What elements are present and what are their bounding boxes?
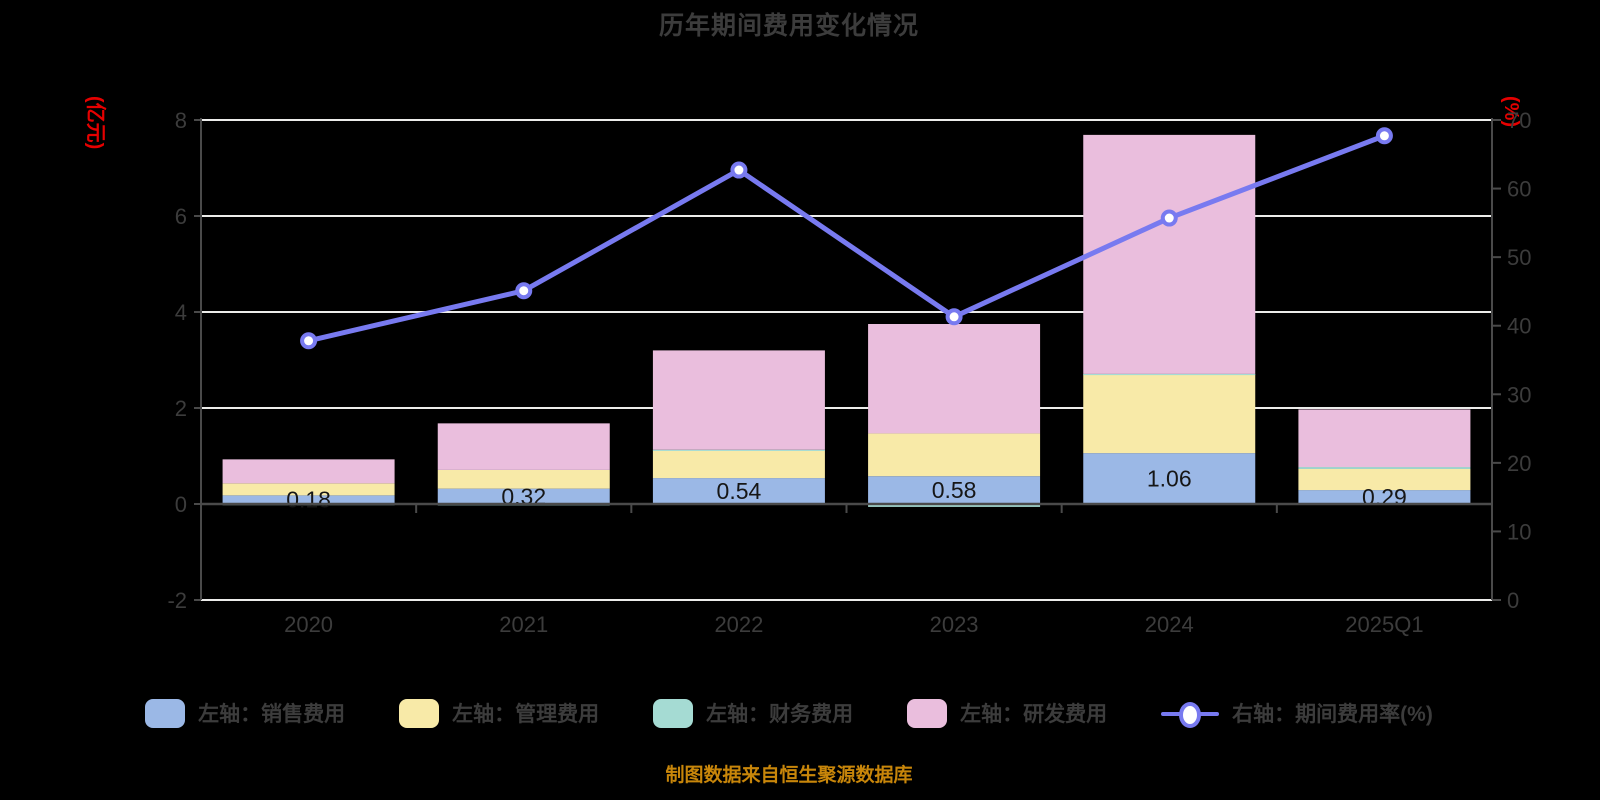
rate-line-marker	[945, 308, 963, 326]
legend-swatch	[653, 698, 694, 728]
bar-segment-2	[1083, 373, 1256, 376]
bar-segment-1	[868, 433, 1041, 477]
bar-segment-0	[1083, 453, 1256, 504]
bar-value-label: 0.54	[717, 478, 762, 504]
rate-line-marker	[300, 332, 318, 350]
bar-segment-1	[1298, 468, 1471, 491]
legend-item-1[interactable]: 左轴：管理费用	[399, 698, 599, 728]
plot-area: 0.18 0.32 0.54 0.58 1.060.2986420-2706050403…	[167, 108, 1531, 637]
legend-label: 右轴：期间费用率(%)	[1232, 703, 1433, 726]
bar-segment-1	[652, 450, 825, 479]
rate-line	[308, 133, 1386, 344]
bar-segment-0	[222, 495, 395, 504]
bar-segment-2	[1298, 467, 1471, 469]
legend-item-3[interactable]: 左轴：研发费用	[907, 698, 1107, 728]
legend-swatch	[145, 698, 186, 728]
bar-segment-3	[1298, 409, 1471, 468]
bar-segment-3	[222, 459, 395, 484]
left-axis-tick-label: 8	[175, 108, 187, 133]
bar-segment-3	[652, 350, 825, 450]
x-axis-category-label: 2025Q1	[1345, 612, 1423, 637]
legend-label: 左轴：研发费用	[960, 703, 1108, 726]
right-axis-tick-label: 20	[1507, 451, 1531, 476]
bar-segment-1	[1083, 374, 1256, 454]
x-axis-category-label: 2022	[714, 612, 763, 637]
left-axis-tick-label: 0	[175, 492, 187, 517]
legend: 左轴：销售费用 左轴：管理费用 左轴：财务费用 左轴：研发费用 右轴：期间费用率(%)	[0, 698, 1578, 728]
x-axis-category-label: 2023	[930, 612, 979, 637]
legend-item-2[interactable]: 左轴：财务费用	[653, 698, 853, 728]
chart-title: 历年期间费用变化情况	[658, 12, 919, 40]
bar-segment-0	[437, 488, 610, 504]
right-axis-tick-label: 50	[1507, 245, 1531, 270]
bar-value-label: 1.06	[1147, 466, 1192, 492]
bar-segment-0	[1298, 490, 1471, 504]
x-axis-category-label: 2024	[1145, 612, 1194, 637]
bar-segment-1	[222, 483, 395, 496]
bar-segment-0	[652, 478, 825, 504]
bar-value-label: 0.32	[501, 483, 546, 509]
left-axis-tick-label: -2	[167, 588, 187, 613]
rate-line-marker	[1160, 209, 1178, 227]
right-axis-tick-label: 60	[1507, 177, 1531, 202]
rate-line-marker	[515, 282, 533, 300]
legend-label: 左轴：销售费用	[198, 703, 346, 726]
right-axis-tick-label: 40	[1507, 314, 1531, 339]
left-axis-tick-label: 6	[175, 204, 187, 229]
bar-segment-2	[652, 449, 825, 451]
legend-label: 左轴：财务费用	[706, 703, 854, 726]
bar-segment-3	[437, 423, 610, 470]
bar-segment-2	[868, 504, 1041, 507]
left-axis-tick-label: 4	[175, 300, 187, 325]
bar-value-label: 0.29	[1362, 484, 1407, 510]
right-axis-tick-label: 30	[1507, 382, 1531, 407]
legend-label: 左轴：管理费用	[452, 703, 600, 726]
x-axis-category-label: 2020	[284, 612, 333, 637]
right-axis-tick-label: 10	[1507, 519, 1531, 544]
legend-item-0[interactable]: 左轴：销售费用	[145, 698, 345, 728]
bar-segment-3	[1083, 134, 1256, 374]
legend-swatch	[399, 698, 440, 728]
right-axis-tick-label: 0	[1507, 588, 1519, 613]
legend-line-marker	[1161, 699, 1220, 728]
data-source-note: 制图数据来自恒生聚源数据库	[665, 765, 913, 786]
bar-segment-3	[868, 324, 1041, 434]
bar-value-label: 0.18	[286, 487, 331, 513]
bar-value-label: 0.58	[932, 477, 977, 503]
rate-line-marker	[1375, 127, 1393, 145]
left-axis-tick-label: 2	[175, 396, 187, 421]
legend-item-4[interactable]: 右轴：期间费用率(%)	[1161, 698, 1433, 728]
bar-segment-0	[868, 476, 1041, 504]
bar-segment-1	[437, 469, 610, 489]
right-axis-tick-label: 70	[1507, 108, 1531, 133]
x-axis-category-label: 2021	[499, 612, 548, 637]
legend-swatch	[907, 698, 948, 728]
rate-line-marker	[730, 161, 748, 179]
